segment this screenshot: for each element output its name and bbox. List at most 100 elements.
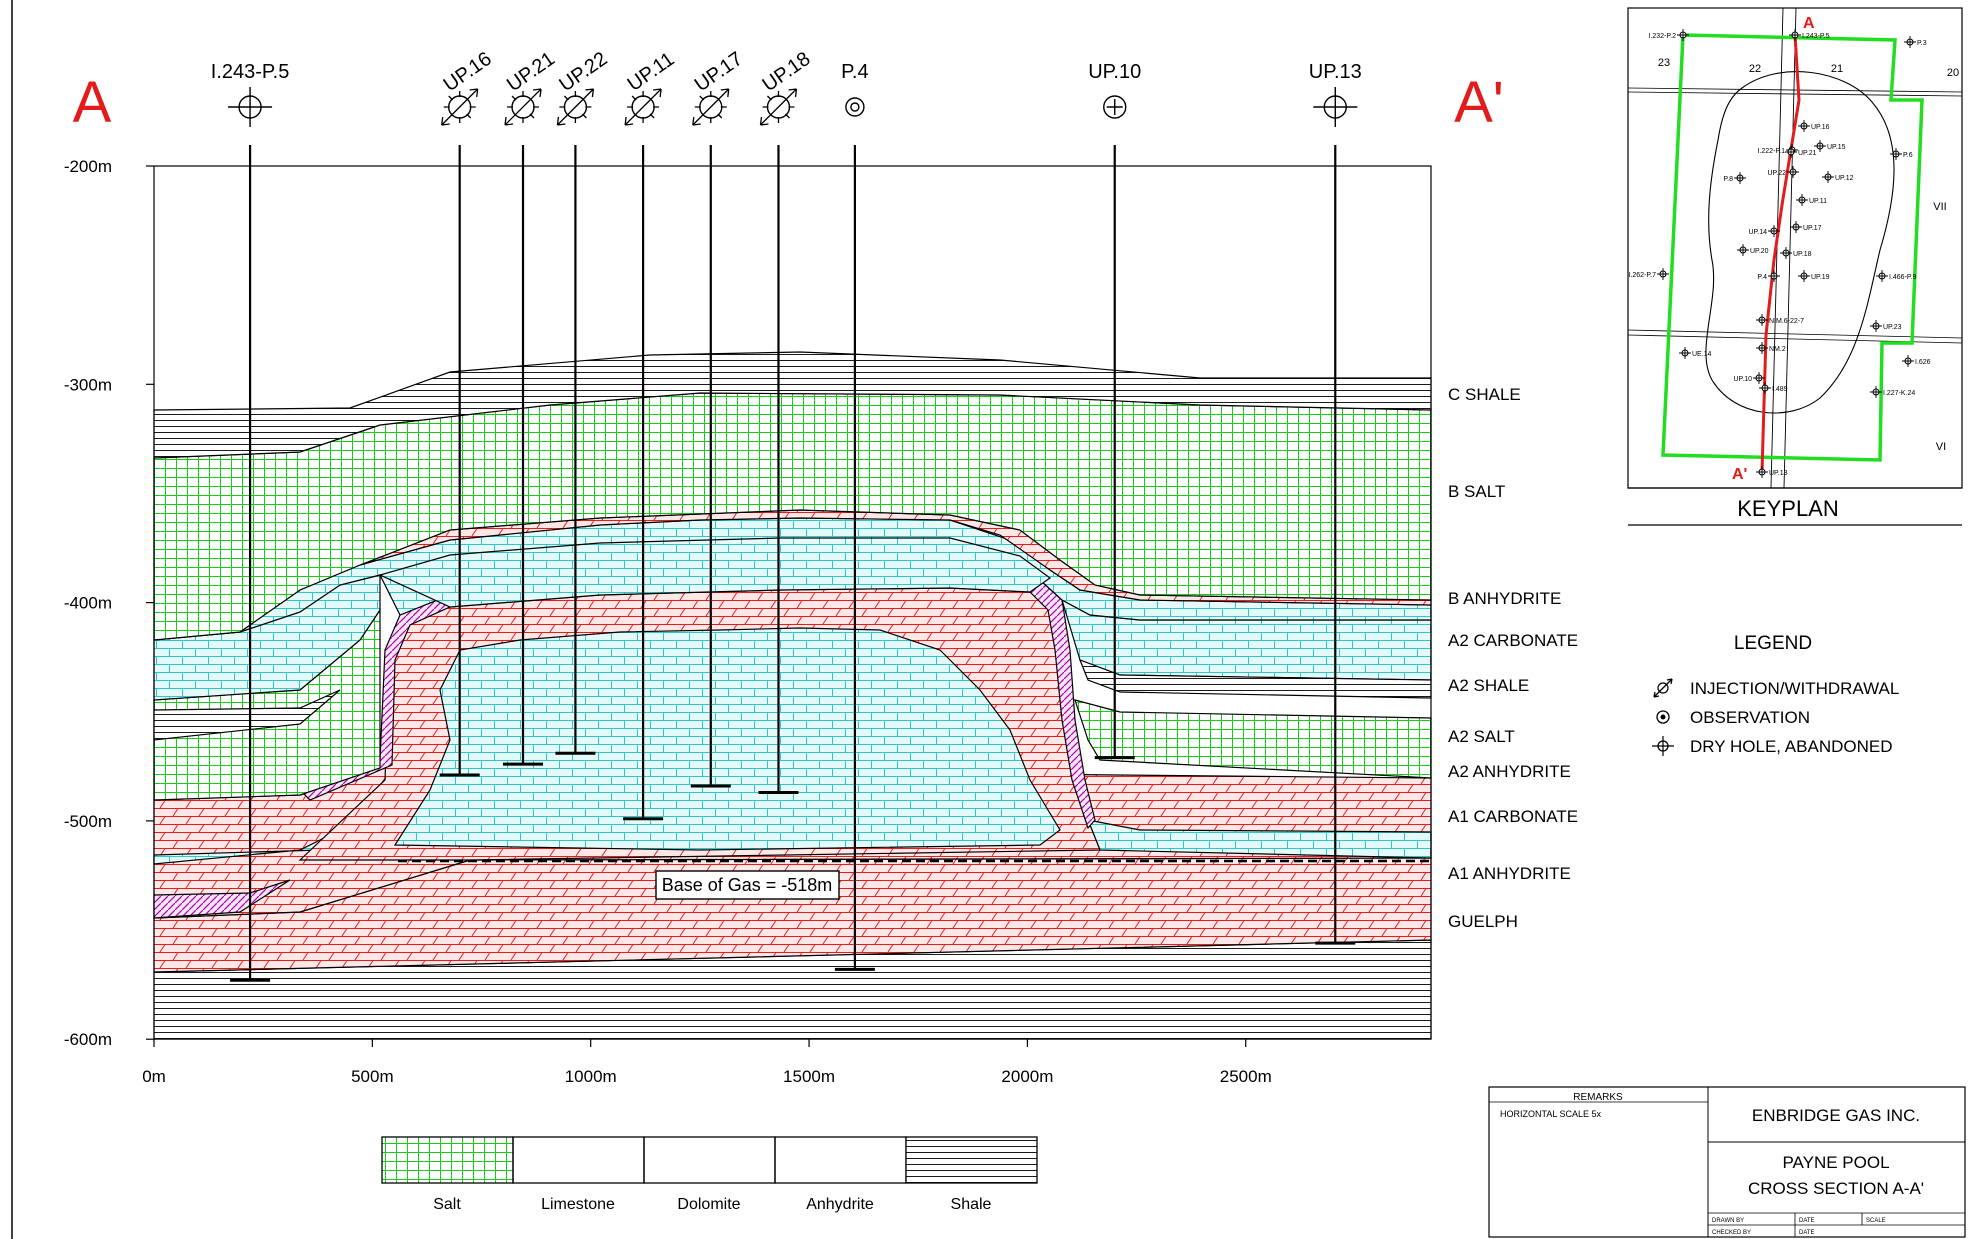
title-block: REMARKS HORIZONTAL SCALE 5x ENBRIDGE GAS… [1488, 1086, 1966, 1238]
keyplan-mark-a: A [1803, 15, 1815, 32]
dry-hole-icon-cross [1652, 736, 1674, 756]
keyplan-well-label: UP.12 [1835, 175, 1854, 182]
well-name-label: UP.16 [440, 48, 496, 96]
keyplan-well-label: UP.10 [1733, 376, 1752, 383]
keyplan-well: NIM.6-22-7 [1756, 314, 1804, 326]
observation-icon-inner [850, 102, 860, 112]
legend-item: DRY HOLE, ABANDONED [1652, 736, 1893, 756]
remarks-label: REMARKS [1573, 1092, 1623, 1103]
keyplan-well: UE.14 [1679, 347, 1712, 359]
keyplan-well-label: I.489 [1772, 386, 1788, 393]
keyplan-well-label: UP.19 [1811, 274, 1830, 281]
keyplan-well-label: UP.17 [1803, 225, 1822, 232]
keyplan-well: I.243-P.5 [1789, 29, 1830, 41]
well-name-label: UP.10 [1088, 61, 1141, 83]
keyplan-well-icon-cross [1787, 166, 1799, 178]
keyplan-well-icon-cross [1756, 466, 1768, 478]
drawing-title-line1: PAYNE POOL [1782, 1153, 1889, 1172]
injection-icon [1653, 678, 1673, 698]
pool-outline [1705, 71, 1895, 414]
well-name-label: UP.17 [691, 48, 747, 96]
scale-label: SCALE [1866, 1218, 1886, 1224]
depth-tick-label: -300m [64, 375, 112, 394]
formation-label: C SHALE [1448, 385, 1521, 404]
drawing-title-line2: CROSS SECTION A-A' [1748, 1179, 1924, 1198]
distance-tick-label: 0m [142, 1067, 166, 1086]
company-name: ENBRIDGE GAS INC. [1752, 1106, 1920, 1125]
keyplan-lot-label: 22 [1749, 63, 1761, 75]
check-date-label: DATE [1799, 1230, 1815, 1236]
keyplan-well-icon-cross [1679, 347, 1691, 359]
well-name-label: UP.11 [624, 48, 679, 96]
keyplan-well-icon-cross [1904, 36, 1916, 48]
keyplan-well-icon-cross [1789, 29, 1801, 41]
formation-label: A2 SALT [1448, 727, 1515, 746]
keyplan-lot-labels: 23 22 21 20 VII VI [1658, 57, 1959, 453]
keyplan-well-icon-cross [1677, 29, 1689, 41]
injection-icon-rays [759, 88, 798, 126]
injection-icon-rays [624, 88, 662, 126]
observation-icon [845, 97, 865, 117]
legend-items: INJECTION/WITHDRAWAL OBSERVATION DRY HOLE,… [1652, 678, 1899, 756]
swatch-salt [381, 1136, 514, 1184]
keyplan-well-label: UP.11 [1809, 198, 1827, 205]
well-w1: I.243-P.5 [211, 61, 289, 982]
depth-tick-label: -600m [64, 1030, 112, 1049]
well-w10: UP.13 [1309, 61, 1362, 945]
lithology-label: Salt [433, 1196, 461, 1213]
keyplan-well-icon-cross [1768, 270, 1780, 282]
keyplan-well-label: UP.18 [1793, 251, 1812, 258]
injection-icon-rays [504, 88, 542, 126]
depth-tick-label: -200m [64, 157, 112, 176]
swatch-limestone [512, 1136, 645, 1184]
depth-tick-label: -500m [64, 812, 112, 831]
keyplan-well-label: UP.16 [1811, 124, 1830, 131]
well-name-label: UP.22 [555, 48, 611, 96]
keyplan-well: P.3 [1904, 36, 1927, 48]
keyplan-wells: I.232-P.2 I.243-P.5 P.3 UP.16 UP.15 I.222-P.1… [1628, 29, 1931, 478]
keyplan-well-icon-cross [1822, 171, 1834, 183]
keyplan-well-label: UP.23 [1883, 324, 1902, 331]
keyplan-well-icon-cross [1790, 221, 1802, 233]
formation-label: A1 ANHYDRITE [1448, 864, 1571, 883]
keyplan-well-icon-cross [1756, 342, 1768, 354]
well-name-label: UP.18 [758, 48, 814, 96]
keyplan-well-icon-cross [1780, 247, 1792, 259]
keyplan-section-line [1760, 34, 1801, 473]
distance-tick-label: 2000m [1001, 1067, 1053, 1086]
dry-hole-icon-cross [228, 87, 273, 127]
keyplan-well: P.6 [1890, 148, 1913, 160]
keyplan-well-label: P.4 [1757, 274, 1767, 281]
legend-item: OBSERVATION [1656, 708, 1810, 727]
keyplan-well: UP.13 [1756, 466, 1788, 478]
keyplan-well: UP.10 [1733, 372, 1765, 384]
formation-label: B SALT [1448, 482, 1505, 501]
keyplan-well-icon-cross [1814, 140, 1826, 152]
distance-axis: 0m 500m 1000m 1500m 2000m 2500m [142, 1039, 1272, 1086]
keyplan-well-icon-cross [1759, 382, 1771, 394]
lithology-label: Anhydrite [806, 1196, 874, 1213]
storage-boundary [1661, 33, 1924, 462]
keyplan-well: UP.12 [1822, 171, 1854, 183]
keyplan-well-label: I.262-P.7 [1628, 272, 1656, 279]
keyplan-well-icon-cross [1876, 270, 1888, 282]
formation-labels: C SHALE B SALT B ANHYDRITE A2 CARBONATE A2 S… [1448, 385, 1578, 931]
keyplan-well: UP.14 [1748, 225, 1780, 237]
distance-tick-label: 500m [351, 1067, 394, 1086]
keyplan-well-label: NIM.6-22-7 [1769, 318, 1804, 325]
injection-icon-rays [441, 88, 479, 126]
legend: LEGEND INJECTION/WITHDRAWAL OBSERVATION DR… [1652, 633, 1899, 756]
keyplan-well-label: P.6 [1903, 152, 1913, 159]
b-anhydrite-limestone [378, 537, 1052, 608]
formation-label: A2 SHALE [1448, 676, 1529, 695]
well-name-label: P.4 [841, 61, 868, 83]
keyplan-well-icon-cross [1798, 270, 1810, 282]
keyplan-well-icon-cross [1657, 268, 1669, 280]
injection-icon-rays [692, 88, 730, 126]
formation-label: B ANHYDRITE [1448, 589, 1561, 608]
keyplan-well-label: I.243-P.5 [1802, 33, 1830, 40]
section-mark-right: A' [1454, 70, 1504, 135]
keyplan-lot-label: VI [1936, 441, 1946, 453]
formation-label: A2 ANHYDRITE [1448, 762, 1571, 781]
